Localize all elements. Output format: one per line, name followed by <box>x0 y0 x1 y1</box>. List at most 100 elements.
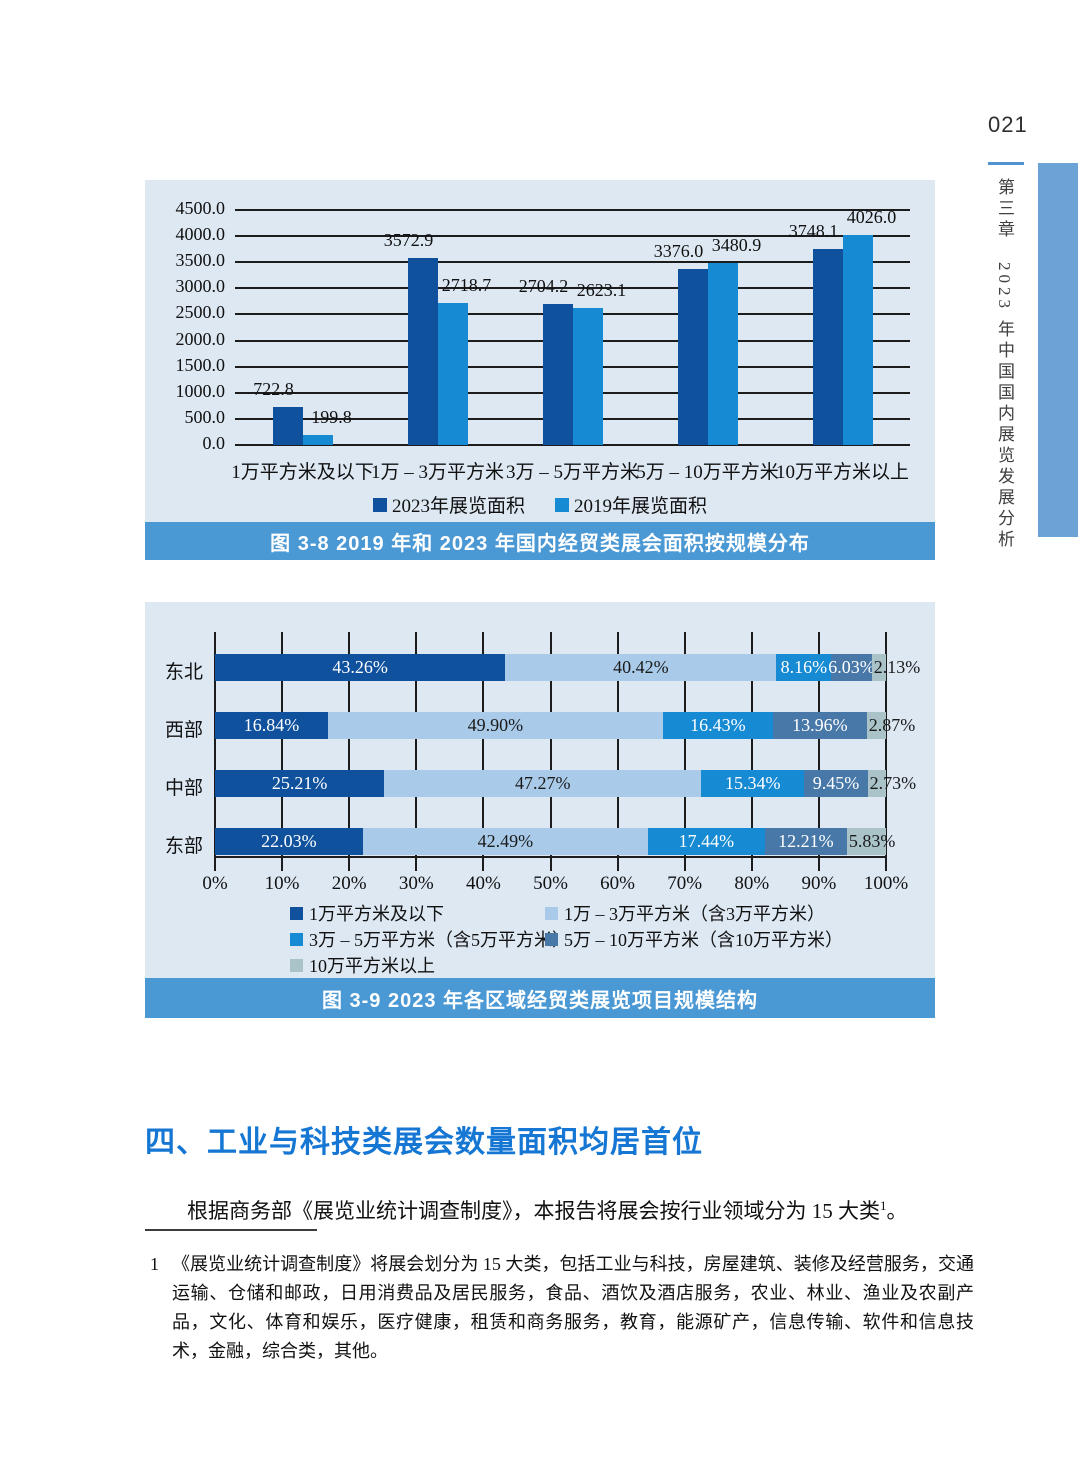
bar-segment: 16.43% <box>662 712 774 739</box>
gridline <box>235 444 910 446</box>
gridline <box>482 632 485 871</box>
row-label: 东部 <box>164 836 203 857</box>
bar-value-label: 3376.0 <box>653 240 704 261</box>
bar-segment: 6.03% <box>828 654 875 681</box>
x-axis-tick-label: 90% <box>801 873 837 894</box>
bar-segment: 2.73% <box>867 770 916 797</box>
paragraph-end: 。 <box>886 1199 908 1223</box>
segment-value-label: 13.96% <box>792 715 848 735</box>
bar-segment: 25.21% <box>215 770 385 797</box>
footnote-marker: 1 <box>150 1254 159 1274</box>
y-axis-tick-label: 4500.0 <box>175 198 226 218</box>
segment-value-label: 5.83% <box>848 831 896 851</box>
bar-segment: 9.45% <box>804 770 868 797</box>
x-axis-line <box>214 856 887 858</box>
gridline <box>281 632 284 871</box>
legend-label: 1万平方米及以下 <box>309 904 444 924</box>
segment-value-label: 9.45% <box>812 773 860 793</box>
chapter-sidebar-bar <box>1038 163 1078 537</box>
legend-item: 5万 – 10万平方米（含10万平方米） <box>545 926 843 952</box>
bar-segment: 2.87% <box>866 712 915 739</box>
x-axis-tick-label: 60% <box>600 873 636 894</box>
chart-legend: 2023年展览面积 2019年展览面积 <box>145 491 935 518</box>
segment-value-label: 40.42% <box>613 657 669 677</box>
bar-value-label: 2623.1 <box>576 280 627 301</box>
gridline <box>750 632 753 871</box>
segment-value-label: 15.34% <box>725 773 781 793</box>
x-axis-category-label: 10万平方米以上 <box>775 462 910 483</box>
bar-value-label: 199.8 <box>311 406 352 427</box>
legend-label: 3万 – 5万平方米（含5万平方米） <box>309 930 570 950</box>
segment-value-label: 6.03% <box>828 657 875 677</box>
gridline <box>415 632 418 871</box>
x-axis-tick-label: 10% <box>264 873 300 894</box>
bar-segment: 16.84% <box>215 712 328 739</box>
bar-segment: 17.44% <box>647 828 765 855</box>
bar-value-label: 3572.9 <box>383 230 434 251</box>
gridline <box>549 632 552 871</box>
stacked-bar-chart: 0% 10% 20% 30% 40% 50% 60% 70% 80% 90% 100% 东北 43.26… <box>145 602 935 978</box>
legend-item: 3万 – 5万平方米（含5万平方米） <box>290 926 570 952</box>
x-axis-category-label: 1万 – 3万平方米 <box>370 462 505 483</box>
y-axis-tick-label: 4000.0 <box>175 224 226 245</box>
segment-value-label: 17.44% <box>678 831 735 851</box>
body-paragraph: 根据商务部《展览业统计调查制度》，本报告将展会按行业领域分为 15 大类1。 <box>145 1195 950 1228</box>
bar-segment: 13.96% <box>773 712 867 739</box>
bar <box>842 234 873 445</box>
legend-item: 2023年展览面积 <box>372 491 525 518</box>
x-axis-category-label: 5万 – 10万平方米 <box>636 462 779 483</box>
gridline <box>235 209 910 211</box>
footnote-divider <box>145 1229 317 1231</box>
y-axis-tick-label: 1000.0 <box>175 380 226 401</box>
bar <box>542 303 573 445</box>
segment-value-label: 49.90% <box>467 715 524 735</box>
bar-segment: 49.90% <box>327 712 663 739</box>
row-label: 西部 <box>164 720 203 741</box>
gridline <box>235 287 910 290</box>
segment-value-label: 16.43% <box>690 715 746 735</box>
bar <box>437 303 468 445</box>
y-axis-tick-label: 0.0 <box>202 433 226 453</box>
legend-item: 2019年展览面积 <box>555 491 707 518</box>
legend-label: 1万 – 3万平方米（含3万平方米） <box>564 904 825 924</box>
bar-value-label: 722.8 <box>253 379 294 400</box>
bar-value-label: 2718.7 <box>441 275 492 296</box>
y-axis-tick-label: 3000.0 <box>175 276 226 297</box>
bar-segment: 47.27% <box>384 770 702 797</box>
page-number-rule <box>988 162 1024 165</box>
gridline <box>235 261 910 264</box>
segment-value-label: 43.26% <box>332 657 388 677</box>
gridline <box>348 632 351 871</box>
y-axis-tick-label: 2000.0 <box>175 328 226 349</box>
bar-segment: 8.16% <box>776 654 832 681</box>
gridline <box>616 632 619 871</box>
footnote: 1 《展览业统计调查制度》将展会划分为 15 大类，包括工业与科技，房屋建筑、装… <box>150 1250 974 1367</box>
segment-value-label: 2.87% <box>868 715 916 735</box>
bar-segment: 22.03% <box>215 828 363 855</box>
y-axis-tick-label: 1500.0 <box>175 354 226 375</box>
bar-segment: 40.42% <box>505 654 777 681</box>
bar <box>302 434 333 445</box>
y-axis-tick-label: 3500.0 <box>175 250 226 271</box>
segment-value-label: 2.13% <box>873 657 921 677</box>
segment-value-label: 42.49% <box>477 831 534 851</box>
legend-item: 10万平方米以上 <box>290 952 435 978</box>
page-number: 021 <box>988 112 1028 137</box>
x-axis-tick-label: 30% <box>398 873 434 894</box>
legend-swatch <box>545 906 558 920</box>
legend-swatch <box>290 958 303 972</box>
segment-value-label: 16.84% <box>243 715 300 735</box>
segment-value-label: 12.21% <box>778 831 834 851</box>
y-axis-tick-label: 500.0 <box>184 406 226 427</box>
bar <box>812 249 843 445</box>
gridline <box>817 632 820 871</box>
paragraph-text: 根据商务部《展览业统计调查制度》，本报告将展会按行业领域分为 15 大类 <box>187 1199 880 1223</box>
legend-swatch <box>290 906 303 920</box>
bar-segment: 42.49% <box>362 828 648 855</box>
bar <box>707 263 738 445</box>
x-axis-tick-label: 50% <box>533 873 568 894</box>
bar-segment: 12.21% <box>764 828 847 855</box>
x-axis-tick-label: 100% <box>863 873 909 894</box>
gridline <box>885 632 887 871</box>
